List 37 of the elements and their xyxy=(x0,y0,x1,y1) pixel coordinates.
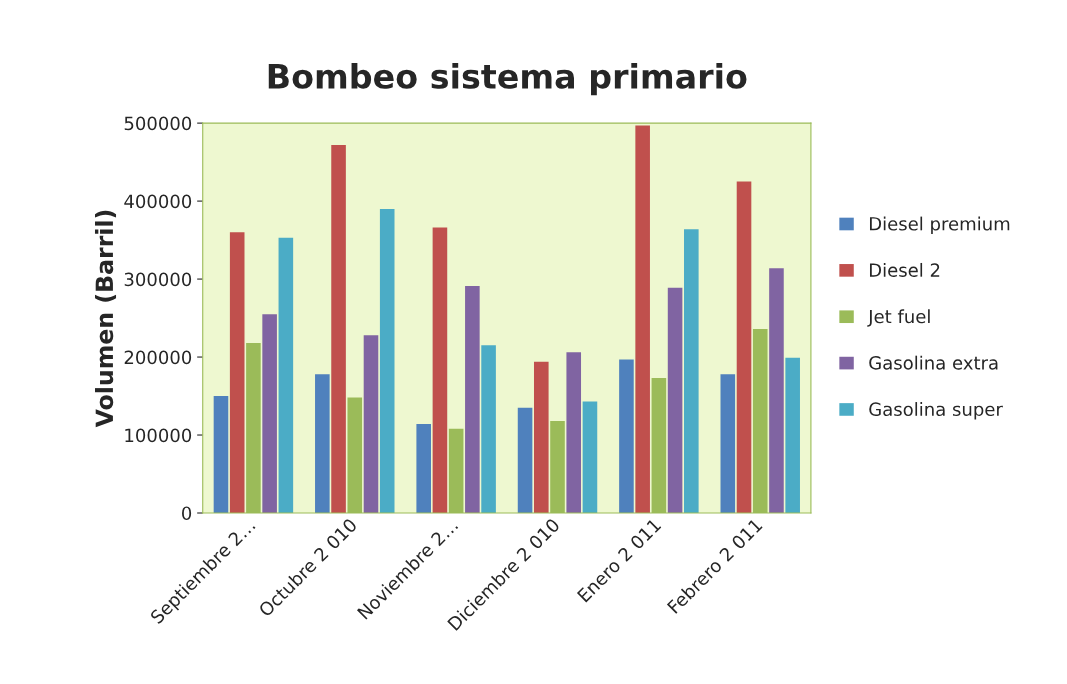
bar xyxy=(416,424,431,513)
bar xyxy=(736,181,752,513)
bar xyxy=(517,407,533,513)
bar xyxy=(533,361,549,513)
bar xyxy=(785,357,800,513)
y-tick-label: 500000 xyxy=(124,116,192,131)
bar xyxy=(619,359,634,513)
bar xyxy=(229,232,245,513)
bar xyxy=(769,268,784,513)
y-tick-label: 300000 xyxy=(124,272,192,287)
legend-label: Gasolina extra xyxy=(869,355,998,370)
y-tick-label: 100000 xyxy=(125,428,192,443)
legend-label: Diesel premium xyxy=(869,216,1010,235)
bar xyxy=(720,374,736,513)
bar xyxy=(363,335,379,513)
y-tick-label: 0 xyxy=(182,506,192,521)
bar xyxy=(278,237,294,513)
y-axis-title: Volumen (Barril) xyxy=(94,210,117,428)
bar xyxy=(684,229,699,513)
legend-label: Diesel 2 xyxy=(869,262,940,277)
bar xyxy=(667,287,683,513)
bar xyxy=(432,227,448,513)
legend-label: Gasolina super xyxy=(869,402,1003,420)
legend-label: Jet fuel xyxy=(867,309,930,327)
bar xyxy=(582,401,598,513)
bar xyxy=(315,374,330,513)
bar xyxy=(262,314,277,513)
bar xyxy=(331,144,346,513)
bar xyxy=(465,286,480,513)
bar xyxy=(566,352,582,513)
bar xyxy=(213,396,229,513)
bar xyxy=(635,125,650,513)
y-tick-label: 200000 xyxy=(124,350,192,365)
bar xyxy=(379,208,395,513)
y-tick-label: 400000 xyxy=(124,194,192,209)
chart-title: Bombeo sistema primario xyxy=(268,63,747,96)
bar xyxy=(481,345,496,513)
